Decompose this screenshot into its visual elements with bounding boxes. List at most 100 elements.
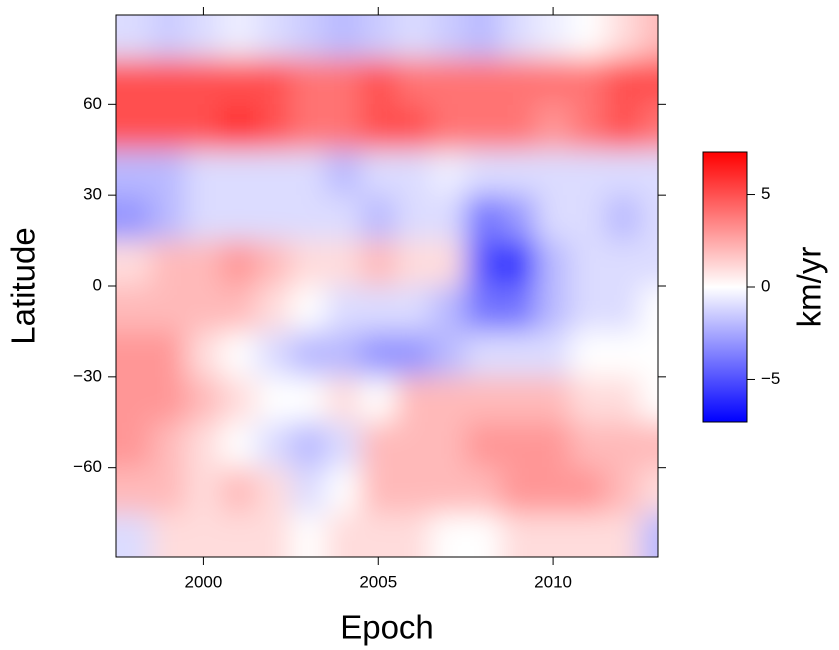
heatmap-cell	[360, 376, 397, 423]
colorbar-tick-label: 5	[761, 184, 770, 203]
heatmap-cell	[500, 195, 537, 242]
heatmap-cell	[570, 149, 607, 196]
heatmap-cell	[116, 331, 152, 378]
x-tick-label: 2010	[534, 572, 572, 591]
heatmap-cell	[150, 331, 187, 378]
heatmap-cell	[150, 15, 187, 60]
heatmap-cell	[535, 376, 572, 423]
heatmap-cell	[395, 376, 432, 423]
heatmap-cell	[220, 467, 257, 514]
heatmap-cell	[640, 58, 658, 105]
heatmap-cell	[360, 15, 397, 60]
heatmap-cell	[395, 331, 432, 378]
heatmap-cell	[185, 15, 222, 60]
heatmap-cell	[570, 376, 607, 423]
heatmap-cell	[150, 467, 187, 514]
x-tick-label: 2005	[359, 572, 397, 591]
heatmap-cell	[640, 240, 658, 287]
heatmap-cell	[605, 467, 642, 514]
heatmap-cell	[500, 467, 537, 514]
heatmap-cell	[185, 286, 222, 332]
heatmap-cell	[465, 376, 502, 423]
heatmap-cell	[290, 149, 327, 196]
heatmap-cell	[500, 15, 537, 60]
heatmap-cell	[395, 195, 432, 242]
heatmap	[116, 15, 658, 557]
heatmap-cell	[360, 58, 397, 105]
heatmap-cell	[535, 195, 572, 242]
heatmap-cell	[430, 467, 467, 514]
heatmap-cell	[255, 240, 292, 287]
heatmap-cell	[640, 331, 658, 378]
heatmap-cell	[185, 149, 222, 196]
heatmap-cell	[325, 15, 362, 60]
heatmap-cell	[465, 195, 502, 242]
heatmap-cell	[465, 331, 502, 378]
heatmap-cell	[150, 376, 187, 423]
heatmap-cell	[290, 422, 327, 469]
heatmap-cell	[570, 331, 607, 378]
heatmap-cell	[116, 58, 152, 105]
colorbar-tick-label: −5	[761, 369, 780, 388]
heatmap-cell	[605, 195, 642, 242]
heatmap-cell	[150, 513, 187, 557]
heatmap-cell	[430, 195, 467, 242]
heatmap-cell	[220, 513, 257, 557]
heatmap-cell	[535, 58, 572, 105]
heatmap-cell	[220, 104, 257, 151]
heatmap-cell	[640, 104, 658, 151]
heatmap-cell	[325, 376, 362, 423]
heatmap-cell	[605, 513, 642, 557]
heatmap-cell	[605, 376, 642, 423]
heatmap-cell	[430, 240, 467, 287]
heatmap-cell	[430, 58, 467, 105]
heatmap-cell	[605, 104, 642, 151]
heatmap-cell	[290, 286, 327, 332]
heatmap-cell	[325, 331, 362, 378]
heatmap-cell	[325, 58, 362, 105]
heatmap-cell	[255, 195, 292, 242]
heatmap-cell	[535, 286, 572, 332]
heatmap-cell	[500, 513, 537, 557]
heatmap-cell	[500, 104, 537, 151]
heatmap-cell	[116, 513, 152, 557]
heatmap-cell	[255, 286, 292, 332]
heatmap-cell	[570, 422, 607, 469]
heatmap-cell	[255, 376, 292, 423]
heatmap-cell	[395, 58, 432, 105]
heatmap-cell	[360, 422, 397, 469]
heatmap-cell	[150, 286, 187, 332]
heatmap-cell	[290, 376, 327, 423]
heatmap-cell	[570, 240, 607, 287]
heatmap-cell	[535, 149, 572, 196]
heatmap-cell	[116, 467, 152, 514]
heatmap-cell	[465, 15, 502, 60]
heatmap-cell	[116, 149, 152, 196]
heatmap-cell	[116, 376, 152, 423]
heatmap-cell	[220, 240, 257, 287]
heatmap-cell	[640, 513, 658, 557]
heatmap-cell	[290, 195, 327, 242]
heatmap-cell	[116, 15, 152, 60]
heatmap-cell	[535, 240, 572, 287]
heatmap-cell	[325, 286, 362, 332]
heatmap-cell	[500, 149, 537, 196]
y-tick-label: −60	[73, 457, 102, 476]
heatmap-cell	[255, 149, 292, 196]
y-tick-label: 60	[83, 94, 102, 113]
heatmap-cell	[220, 376, 257, 423]
x-axis-title: Epoch	[340, 609, 434, 646]
heatmap-cell	[255, 15, 292, 60]
heatmap-cell	[116, 104, 152, 151]
heatmap-cell	[465, 240, 502, 287]
heatmap-cell	[220, 331, 257, 378]
heatmap-cell	[640, 195, 658, 242]
heatmap-cell	[465, 422, 502, 469]
heatmap-cell	[640, 376, 658, 423]
heatmap-cell	[325, 195, 362, 242]
heatmap-cell	[570, 104, 607, 151]
heatmap-cell	[395, 15, 432, 60]
heatmap-cell	[535, 422, 572, 469]
heatmap-cell	[290, 104, 327, 151]
heatmap-cell	[150, 149, 187, 196]
